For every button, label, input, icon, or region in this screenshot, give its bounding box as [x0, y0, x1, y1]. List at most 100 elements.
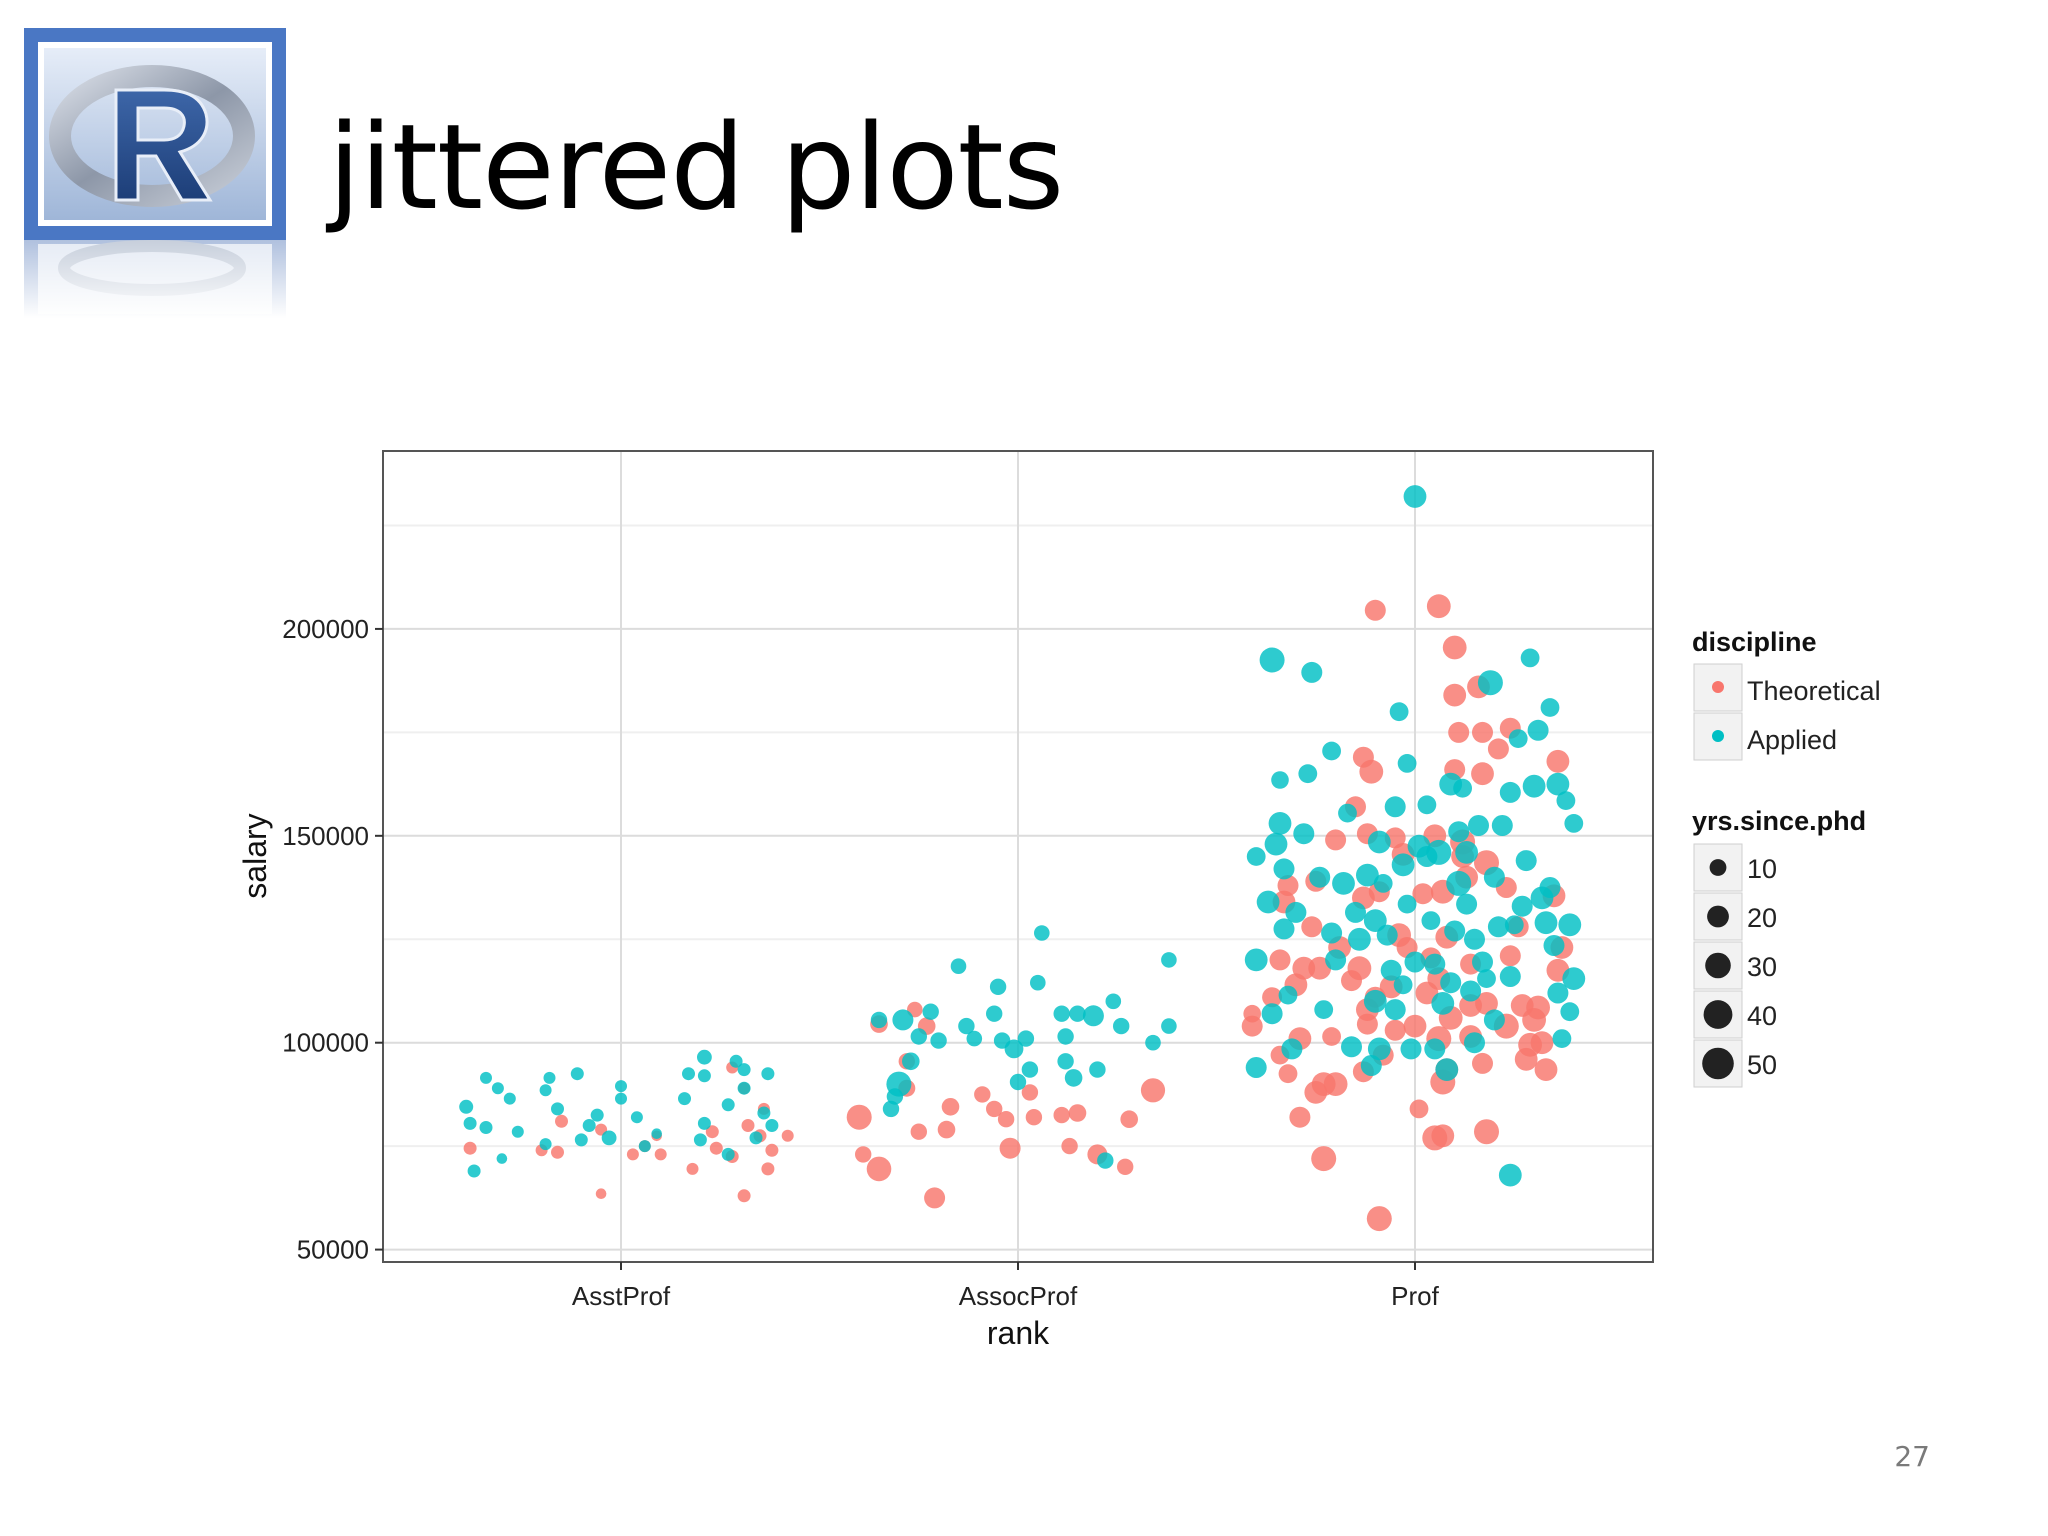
point-applied: [1089, 1061, 1106, 1078]
point-applied: [615, 1080, 627, 1093]
point-applied: [1285, 901, 1307, 923]
point-applied: [1009, 1073, 1027, 1091]
point-theoretical: [1241, 1015, 1263, 1037]
point-applied: [1435, 1058, 1459, 1081]
legend-swatch-size: [1705, 952, 1731, 979]
point-applied: [1558, 913, 1582, 937]
point-applied: [765, 1119, 779, 1132]
point-applied: [697, 1116, 711, 1130]
point-applied: [1367, 1037, 1391, 1061]
legend-label-size: 30: [1747, 952, 1777, 982]
point-applied: [1278, 985, 1298, 1005]
point-theoretical: [941, 1098, 960, 1116]
point-applied: [749, 1131, 763, 1145]
point-applied: [1113, 1017, 1130, 1035]
point-applied: [1105, 993, 1122, 1010]
point-theoretical: [1323, 1072, 1348, 1096]
point-applied: [1273, 858, 1295, 880]
point-applied: [1389, 702, 1409, 722]
legend-label-size: 20: [1747, 903, 1777, 933]
point-applied: [1477, 670, 1503, 696]
axes: 50000 100000 150000 200000 AsstProf AssocProf…: [282, 614, 1439, 1311]
point-applied: [721, 1147, 735, 1161]
point-applied: [1546, 772, 1570, 796]
point-theoretical: [999, 1137, 1021, 1159]
point-applied: [1499, 781, 1521, 803]
point-theoretical: [737, 1189, 751, 1203]
y-tick-label: 200000: [282, 614, 369, 644]
point-theoretical: [1530, 1031, 1554, 1055]
point-theoretical: [986, 1100, 1003, 1118]
point-theoretical: [1384, 1019, 1406, 1041]
point-theoretical: [705, 1125, 719, 1139]
legend-swatch-size: [1709, 859, 1727, 876]
point-applied: [757, 1106, 771, 1120]
point-theoretical: [1068, 1104, 1087, 1122]
r-logo-icon: [24, 28, 286, 318]
point-applied: [1498, 1163, 1522, 1187]
point-applied: [615, 1092, 627, 1105]
point-theoretical: [1443, 683, 1467, 707]
point-applied: [1367, 830, 1391, 854]
legend-swatch-theoretical: [1712, 681, 1724, 693]
point-applied: [1446, 870, 1472, 896]
point-theoretical: [781, 1129, 794, 1142]
point-theoretical: [1322, 1027, 1341, 1046]
point-applied: [1325, 949, 1347, 971]
point-applied: [1309, 866, 1331, 888]
legend-label-size: 50: [1747, 1050, 1777, 1080]
point-applied: [1384, 999, 1406, 1021]
point-theoretical: [555, 1114, 568, 1128]
point-applied: [1424, 1038, 1446, 1060]
point-applied: [1345, 901, 1366, 923]
point-theoretical: [1347, 956, 1372, 981]
point-theoretical: [1325, 829, 1347, 851]
point-applied: [1273, 918, 1295, 940]
legend-swatch-size: [1707, 905, 1729, 928]
point-theoretical: [1277, 875, 1299, 896]
point-applied: [1391, 853, 1415, 877]
point-applied: [1520, 648, 1540, 668]
point-theoretical: [1534, 1058, 1558, 1081]
point-applied: [886, 1071, 912, 1097]
point-applied: [601, 1130, 617, 1146]
point-applied: [1376, 924, 1398, 946]
point-theoretical: [1359, 759, 1384, 784]
y-axis-title: salary: [237, 813, 273, 898]
point-theoretical: [1475, 992, 1498, 1015]
point-applied: [1527, 719, 1549, 741]
point-theoretical: [1289, 1106, 1311, 1128]
point-applied: [459, 1099, 474, 1114]
point-applied: [1057, 1053, 1074, 1070]
point-applied: [1064, 1069, 1083, 1087]
point-applied: [491, 1082, 504, 1095]
point-theoretical: [1431, 1124, 1455, 1148]
point-applied: [737, 1081, 751, 1095]
point-applied: [697, 1069, 711, 1083]
point-theoretical: [1021, 1084, 1039, 1101]
point-applied: [1499, 966, 1521, 987]
point-applied: [930, 1032, 947, 1049]
point-applied: [1448, 821, 1470, 843]
point-theoretical: [997, 1111, 1015, 1128]
point-applied: [1522, 774, 1546, 798]
point-applied: [1508, 729, 1528, 748]
point-theoretical: [1311, 1146, 1337, 1172]
point-theoretical: [1472, 721, 1493, 743]
x-axis-title: rank: [987, 1315, 1050, 1351]
point-applied: [1021, 1061, 1039, 1078]
point-theoretical: [1448, 721, 1470, 743]
point-applied: [737, 1063, 751, 1077]
point-applied: [1341, 1036, 1362, 1058]
point-applied: [582, 1119, 596, 1132]
point-applied: [1245, 1057, 1267, 1078]
point-applied: [1356, 863, 1379, 887]
point-theoretical: [765, 1143, 779, 1157]
point-applied: [1540, 698, 1560, 717]
point-theoretical: [1269, 949, 1291, 971]
point-applied: [1004, 1039, 1024, 1059]
point-applied: [1057, 1028, 1074, 1045]
point-theoretical: [654, 1148, 667, 1161]
point-theoretical: [1262, 987, 1283, 1008]
point-applied: [892, 1009, 914, 1031]
